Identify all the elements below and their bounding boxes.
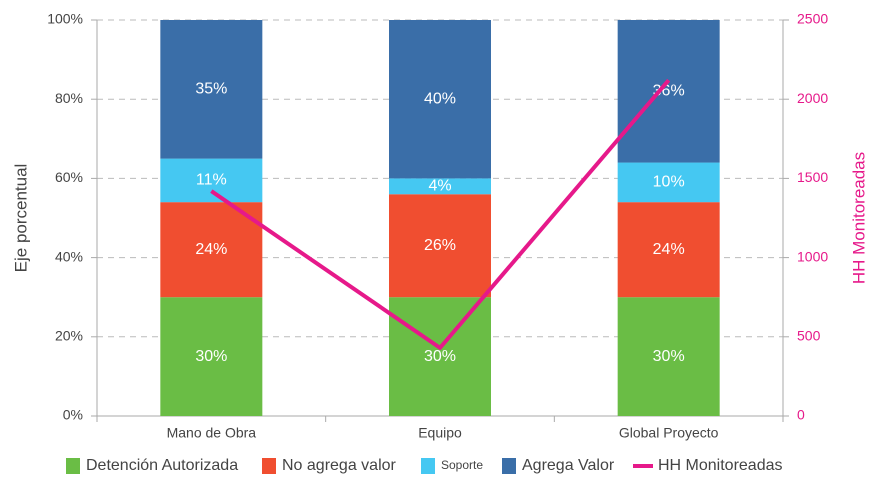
data-label: 24% — [195, 241, 227, 258]
y2-tick-label: 500 — [797, 328, 821, 344]
bar-segment — [160, 158, 263, 203]
legend-swatch — [502, 458, 516, 474]
legend-swatch — [66, 458, 80, 474]
x-tick-label: Global Proyecto — [619, 425, 719, 441]
x-tick-label: Mano de Obra — [167, 425, 257, 441]
x-tick-label: Equipo — [418, 425, 462, 441]
y2-tick-label: 1000 — [797, 248, 828, 264]
bar-segment — [389, 20, 491, 179]
legend-label: HH Monitoreadas — [658, 457, 783, 474]
data-label: 35% — [195, 81, 227, 98]
y2-tick-label: 2000 — [797, 90, 828, 106]
y2-tick-label: 0 — [797, 407, 805, 423]
y-tick-label: 80% — [55, 90, 83, 106]
legend-label: Soporte — [441, 458, 483, 472]
data-label: 30% — [653, 348, 685, 365]
bar-segment — [389, 194, 491, 298]
bar-segment — [389, 297, 491, 416]
y2-axis-label: HH Monitoreadas — [849, 152, 868, 284]
y2-tick-label: 2500 — [797, 11, 828, 27]
bar-segment — [617, 162, 720, 203]
line-series — [210, 78, 671, 350]
data-label: 40% — [424, 90, 456, 107]
y-tick-label: 60% — [55, 169, 83, 185]
bar-segment — [160, 20, 263, 159]
bar-segment — [617, 297, 720, 416]
data-label: 10% — [653, 174, 685, 191]
y-tick-label: 40% — [55, 248, 83, 264]
legend-label: No agrega valor — [282, 457, 397, 474]
legend-label: Agrega Valor — [522, 457, 615, 474]
legend-label: Detención Autorizada — [86, 457, 238, 474]
legend-swatch — [421, 458, 435, 474]
bar-segment — [160, 297, 263, 416]
legend-swatch — [262, 458, 276, 474]
y-tick-label: 20% — [55, 328, 83, 344]
data-label: 4% — [428, 178, 451, 195]
data-label: 11% — [196, 172, 227, 189]
data-label: 26% — [424, 237, 456, 254]
y-tick-label: 100% — [47, 11, 83, 27]
data-label: 30% — [424, 348, 456, 365]
y-axis-label: Eje porcentual — [11, 164, 30, 273]
y2-tick-label: 1500 — [797, 169, 828, 185]
data-label: 30% — [195, 348, 227, 365]
bar-segment — [389, 178, 491, 195]
bar-segment — [617, 202, 720, 298]
bar-segment — [617, 20, 720, 163]
y-tick-label: 0% — [63, 407, 83, 423]
bar-segment — [160, 202, 263, 298]
data-label: 24% — [653, 241, 685, 258]
